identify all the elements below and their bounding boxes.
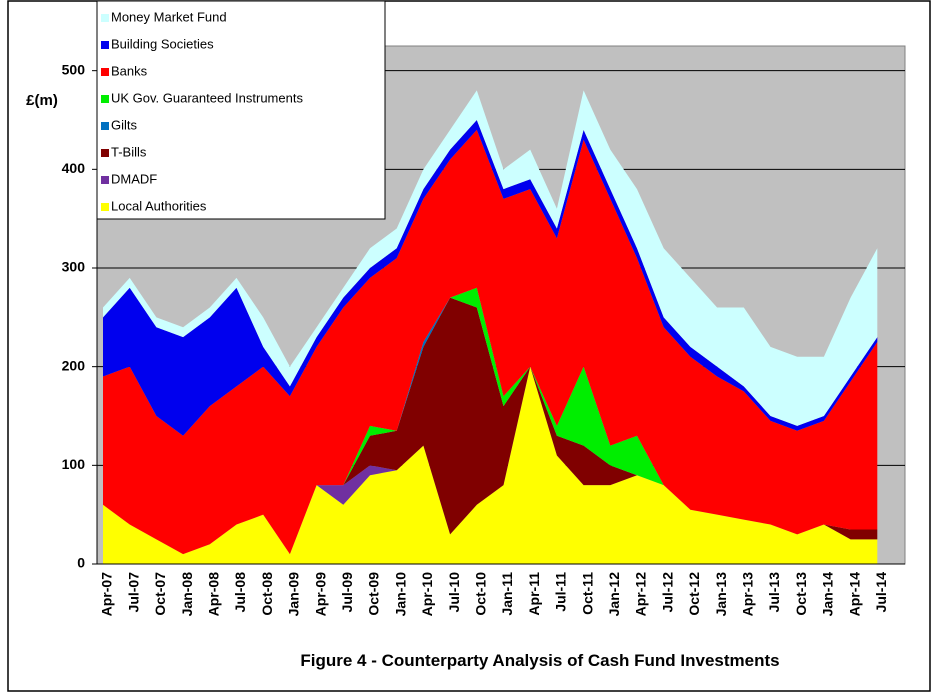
- area: [103, 129, 878, 555]
- legend-swatch: [101, 176, 109, 184]
- legend-label: Building Societies: [111, 36, 214, 51]
- area: [103, 297, 878, 555]
- legend-label: Banks: [111, 63, 148, 78]
- x-tick-label: Jan-08: [179, 572, 195, 617]
- x-tick-label: Oct-10: [473, 572, 489, 616]
- legend-label: UK Gov. Guaranteed Instruments: [111, 90, 303, 105]
- legend-label: DMADF: [111, 171, 157, 186]
- x-tick-label: Jul-12: [659, 572, 675, 613]
- x-tick-label: Jul-09: [339, 572, 355, 613]
- x-tick-label: Jul-08: [232, 572, 248, 613]
- x-tick-label: Apr-13: [740, 572, 756, 617]
- x-tick-label: Apr-10: [419, 572, 435, 617]
- legend-swatch: [101, 203, 109, 211]
- x-tick-label: Jan-14: [820, 572, 836, 617]
- x-tick-label: Oct-13: [793, 572, 809, 616]
- x-tick-label: Jan-09: [286, 572, 302, 617]
- x-tick-label: Jan-13: [713, 572, 729, 617]
- x-tick-label: Oct-08: [259, 572, 275, 616]
- y-tick-label: 300: [62, 259, 86, 275]
- y-tick-label: 100: [62, 456, 86, 472]
- x-tick-label: Apr-12: [633, 572, 649, 617]
- y-tick-label: 200: [62, 357, 86, 373]
- y-tick-label: 0: [77, 555, 85, 571]
- legend-label: Gilts: [111, 117, 138, 132]
- legend-swatch: [101, 149, 109, 157]
- x-tick-label: Oct-11: [579, 572, 595, 615]
- x-tick-label: Jan-10: [392, 572, 408, 617]
- x-tick-label: Apr-08: [206, 572, 222, 617]
- area: [103, 120, 878, 436]
- area: [103, 366, 878, 564]
- x-tick-label: Apr-07: [99, 572, 115, 617]
- y-axis-label: £(m): [26, 92, 58, 109]
- legend-label: T-Bills: [111, 144, 147, 159]
- x-tick-label: Jul-07: [125, 572, 141, 613]
- x-tick-label: Apr-11: [526, 572, 542, 616]
- legend-label: Money Market Fund: [111, 9, 227, 24]
- x-tick-label: Apr-14: [846, 572, 862, 617]
- x-tick-label: Jul-11: [553, 572, 569, 612]
- x-tick-label: Jul-10: [446, 572, 462, 613]
- legend-swatch: [101, 68, 109, 76]
- x-tick-label: Apr-09: [312, 572, 328, 617]
- y-tick-label: 400: [62, 160, 86, 176]
- x-tick-label: Oct-09: [366, 572, 382, 616]
- legend-label: Local Authorities: [111, 198, 207, 213]
- area: [103, 90, 878, 426]
- x-tick-label: Jan-12: [606, 572, 622, 617]
- legend-swatch: [101, 95, 109, 103]
- x-tick-label: Jul-14: [873, 572, 889, 613]
- legend-swatch: [101, 14, 109, 22]
- chart-title: Figure 4 - Counterparty Analysis of Cash…: [300, 651, 779, 670]
- x-tick-label: Oct-12: [686, 572, 702, 616]
- x-tick-label: Jan-11: [499, 572, 515, 616]
- x-tick-label: Oct-07: [152, 572, 168, 616]
- x-tick-label: Jul-13: [766, 572, 782, 613]
- legend-box: [96, 0, 386, 220]
- legend-swatch: [101, 41, 109, 49]
- legend: Money Market Fund Building Societies Banks…: [96, 0, 386, 220]
- legend-swatch: [101, 122, 109, 130]
- y-tick-label: 500: [62, 61, 86, 77]
